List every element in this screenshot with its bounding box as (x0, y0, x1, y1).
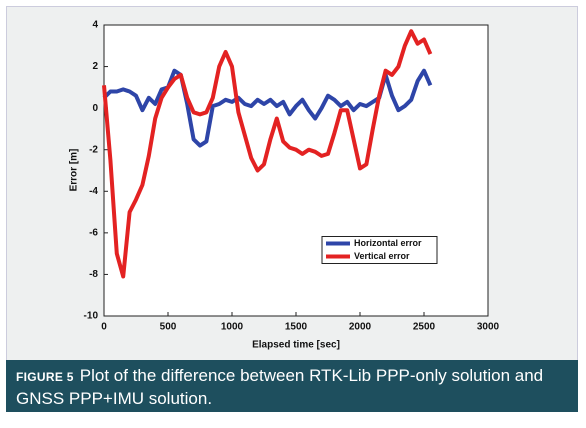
y-tick-label: 4 (92, 20, 98, 31)
y-tick-label: -6 (89, 227, 98, 238)
y-tick-label: -2 (89, 144, 98, 155)
caption-label: FIGURE 5 (16, 370, 74, 384)
legend-box (321, 236, 438, 264)
x-tick-label: 1000 (221, 322, 244, 333)
legend-label: Vertical error (354, 251, 410, 261)
caption: FIGURE 5 Plot of the difference between R… (6, 360, 578, 412)
x-tick-label: 3000 (477, 322, 500, 333)
caption-text: Plot of the difference between RTK-Lib P… (16, 366, 544, 408)
y-axis-label: Error [m] (69, 149, 80, 192)
x-tick-label: 0 (101, 322, 107, 333)
line-series (102, 29, 433, 279)
x-axis-label: Elapsed time [sec] (252, 340, 340, 351)
x-tick-label: 2000 (349, 322, 372, 333)
x-tick-label: 2500 (413, 322, 436, 333)
y-tick-label: -10 (84, 311, 99, 322)
legend-label: Horizontal error (354, 238, 422, 248)
plot-area (103, 24, 489, 317)
y-tick-label: 0 (92, 103, 98, 114)
x-tick-label: 1500 (285, 322, 308, 333)
y-tick-label: -8 (89, 269, 98, 280)
line-series (102, 68, 433, 148)
x-tick-label: 500 (160, 322, 177, 333)
y-tick-label: -4 (89, 186, 98, 197)
y-tick-label: 2 (92, 61, 98, 72)
